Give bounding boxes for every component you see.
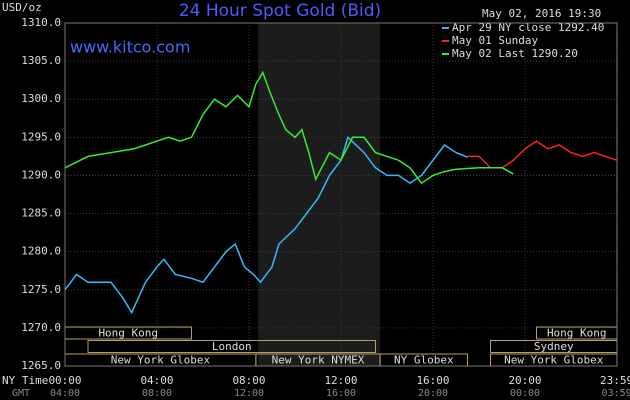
y-tick-label: 1275.0 <box>21 283 61 296</box>
y-tick-label: 1290.0 <box>21 168 61 181</box>
legend-label: May 02 Last 1290.20 <box>452 47 578 60</box>
y-tick-label: 1280.0 <box>21 245 61 258</box>
x-tick-label: 23:59 <box>600 374 630 387</box>
x2-tick-label: 08:00 <box>142 388 172 399</box>
x-tick-label: 00:00 <box>48 374 81 387</box>
session-label: Hong Kong <box>98 327 158 340</box>
site-label: www.kitco.com <box>70 38 190 57</box>
x2-tick-label: 03:59 <box>602 388 630 399</box>
session-label: New York Globex <box>111 354 211 367</box>
x-tick-label: 04:00 <box>140 374 173 387</box>
y-axis-label: USD/oz <box>2 1 42 14</box>
session-label: New York NYMEX <box>272 354 365 367</box>
x-tick-label: 08:00 <box>232 374 265 387</box>
x-tick-label: 16:00 <box>416 374 449 387</box>
legend-label: May 01 Sunday <box>452 34 538 47</box>
session-label: Sydney <box>534 340 574 353</box>
session-label: New York Globex <box>504 354 604 367</box>
x2-tick-label: 12:00 <box>234 388 264 399</box>
session-label: London <box>212 340 252 353</box>
session-box <box>87 340 376 353</box>
x-tick-label: 20:00 <box>508 374 541 387</box>
y-tick-label: 1295.0 <box>21 130 61 143</box>
x-axis-label: NY Time <box>2 374 48 387</box>
x2-tick-label: 00:00 <box>510 388 540 399</box>
y-tick-label: 1285.0 <box>21 207 61 220</box>
series-line <box>467 140 618 169</box>
y-tick-label: 1270.0 <box>21 321 61 334</box>
x2-axis-label: GMT <box>12 388 30 399</box>
y-tick-label: 1310.0 <box>21 16 61 29</box>
plot-frame <box>64 22 618 367</box>
session-label: Hong Kong <box>547 327 607 340</box>
session-label: NY Globex <box>394 354 454 367</box>
timestamp: May 02, 2016 19:30 <box>482 7 601 20</box>
legend-label: Apr 29 NY close 1292.40 <box>452 21 604 34</box>
x2-tick-label: 04:00 <box>50 388 80 399</box>
series-line <box>64 135 468 315</box>
series-line <box>64 70 514 185</box>
y-tick-label: 1300.0 <box>21 92 61 105</box>
y-tick-label: 1305.0 <box>21 54 61 67</box>
y-tick-label: 1265.0 <box>21 359 61 372</box>
x-tick-label: 12:00 <box>324 374 357 387</box>
x2-tick-label: 20:00 <box>418 388 448 399</box>
x2-tick-label: 16:00 <box>326 388 356 399</box>
chart-title: 24 Hour Spot Gold (Bid) <box>179 1 381 21</box>
